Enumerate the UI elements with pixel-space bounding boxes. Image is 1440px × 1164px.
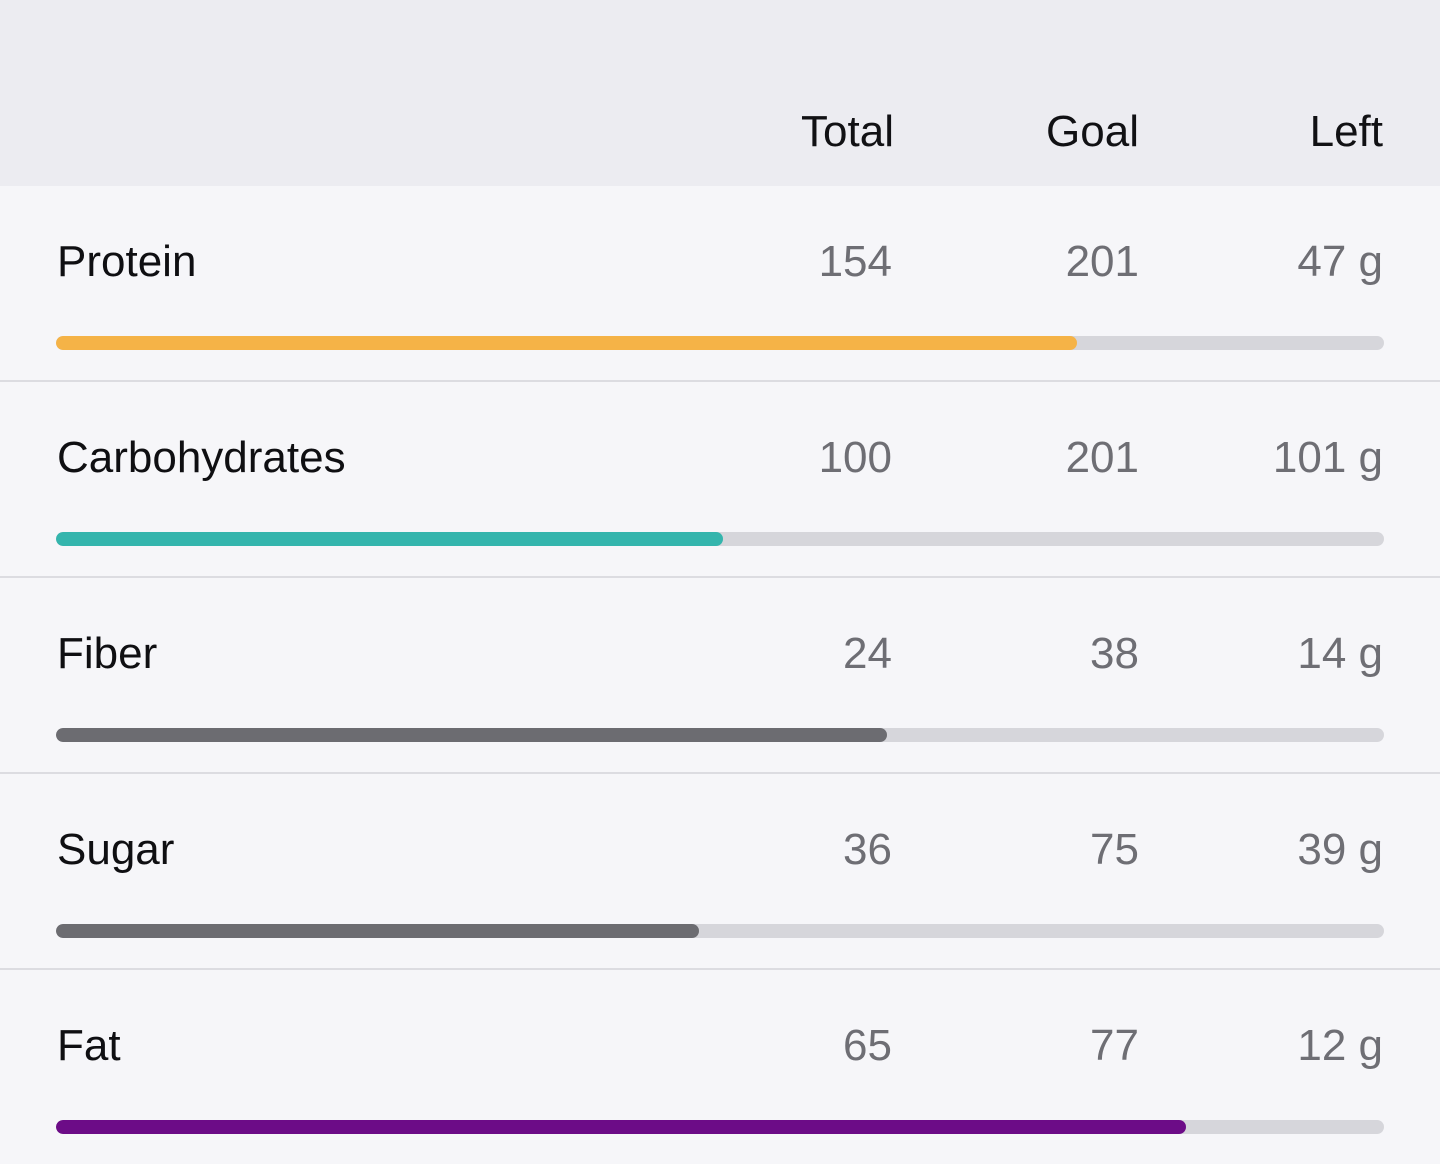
nutrient-goal: 201 xyxy=(1065,237,1139,286)
table-header: Total Goal Left xyxy=(0,0,1440,186)
nutrient-row-carbohydrates[interactable]: Carbohydrates 100 201 101 g xyxy=(0,382,1440,578)
nutrient-total: 24 xyxy=(843,629,892,678)
progress-fill xyxy=(56,336,1078,350)
progress-track xyxy=(56,532,1384,546)
nutrient-name: Fat xyxy=(57,1021,121,1070)
nutrient-name: Fiber xyxy=(57,629,158,678)
nutrient-left: 39 g xyxy=(1297,825,1383,874)
nutrient-name: Carbohydrates xyxy=(57,433,346,482)
nutrient-goal: 38 xyxy=(1090,629,1139,678)
nutrient-left: 14 g xyxy=(1297,629,1383,678)
nutrient-goal: 77 xyxy=(1090,1021,1139,1070)
progress-track xyxy=(56,1120,1384,1134)
nutrient-total: 36 xyxy=(843,825,892,874)
nutrient-row-protein[interactable]: Protein 154 201 47 g xyxy=(0,186,1440,382)
nutrient-name: Protein xyxy=(57,237,197,286)
nutrient-left: 12 g xyxy=(1297,1021,1383,1070)
progress-fill xyxy=(56,1120,1187,1134)
nutrient-total: 154 xyxy=(818,237,892,286)
progress-fill xyxy=(56,728,888,742)
nutrient-name: Sugar xyxy=(57,825,175,874)
nutrient-row-sugar[interactable]: Sugar 36 75 39 g xyxy=(0,774,1440,970)
nutrient-goal: 201 xyxy=(1065,433,1139,482)
progress-track xyxy=(56,336,1384,350)
progress-track xyxy=(56,924,1384,938)
column-header-left: Left xyxy=(1309,107,1383,156)
nutrient-total: 65 xyxy=(843,1021,892,1070)
progress-fill xyxy=(56,532,723,546)
nutrient-goal: 75 xyxy=(1090,825,1139,874)
nutrient-left: 47 g xyxy=(1297,237,1383,286)
nutrient-left: 101 g xyxy=(1272,433,1383,482)
nutrient-list: Protein 154 201 47 g Carbohydrates 100 2… xyxy=(0,186,1440,1164)
nutrient-total: 100 xyxy=(818,433,892,482)
nutrient-row-fiber[interactable]: Fiber 24 38 14 g xyxy=(0,578,1440,774)
column-header-total: Total xyxy=(801,107,894,156)
nutrient-row-fat[interactable]: Fat 65 77 12 g xyxy=(0,970,1440,1164)
progress-fill xyxy=(56,924,699,938)
column-header-goal: Goal xyxy=(1046,107,1139,156)
progress-track xyxy=(56,728,1384,742)
